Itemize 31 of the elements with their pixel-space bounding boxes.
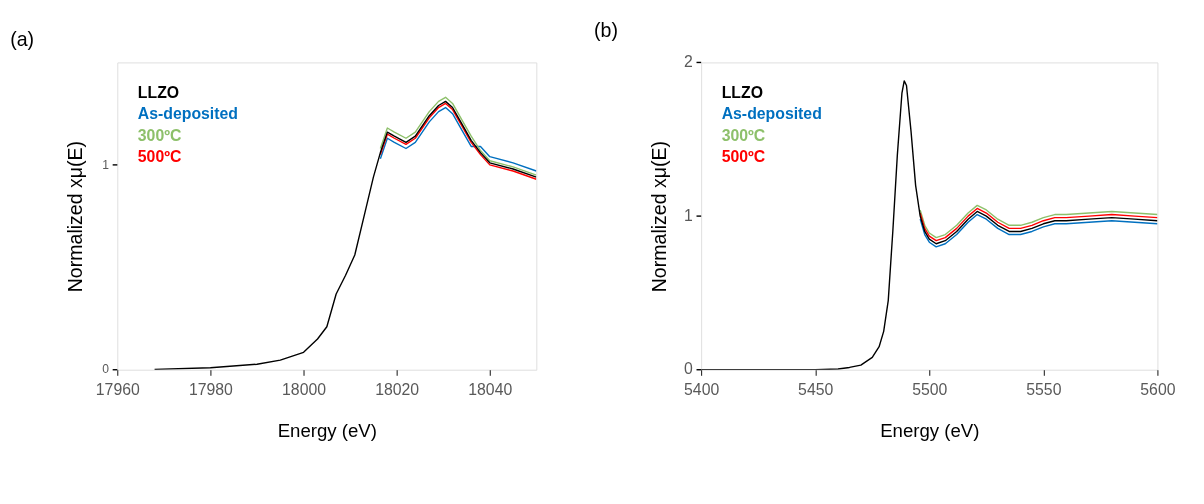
x-axis-title: Energy (eV) [277,420,377,442]
y-axis-title: Normalized xμ(E) [64,140,87,293]
x-tick-label: 18020 [375,381,420,399]
x-tick-label: 18040 [468,381,513,399]
y-tick-label: 1 [683,206,693,224]
x-tick-label: 5400 [684,381,720,399]
text: 500ºC [721,148,766,166]
text: LLZO [721,83,763,101]
x-tick-label: 18000 [282,381,327,399]
x-tick-label: 5600 [1140,381,1176,399]
x-axis-title: Energy (eV) [880,420,980,442]
text: As-deposited [137,105,238,123]
text: 300ºC [137,126,182,144]
x-tick-label: 17960 [95,381,140,399]
chart-title: (b) [594,19,618,42]
line-series [379,106,537,172]
text: As-deposited [721,105,822,123]
line-series [919,213,1158,248]
text: 500ºC [137,148,182,166]
x-tick-label: 5550 [1026,381,1062,399]
x-tick-label: 17980 [188,381,234,399]
y-tick-label: 1 [102,157,110,172]
x-tick-label: 5500 [912,381,948,399]
text: LLZO [137,83,180,101]
x-tick-label: 5450 [798,381,834,399]
y-tick-label: 0 [102,362,110,377]
y-axis-title: Normalized xμ(E) [648,140,671,293]
y-tick-label: 2 [683,53,693,71]
y-tick-label: 0 [683,360,693,378]
chart-title: (a) [10,27,35,50]
text: 300ºC [721,126,766,144]
